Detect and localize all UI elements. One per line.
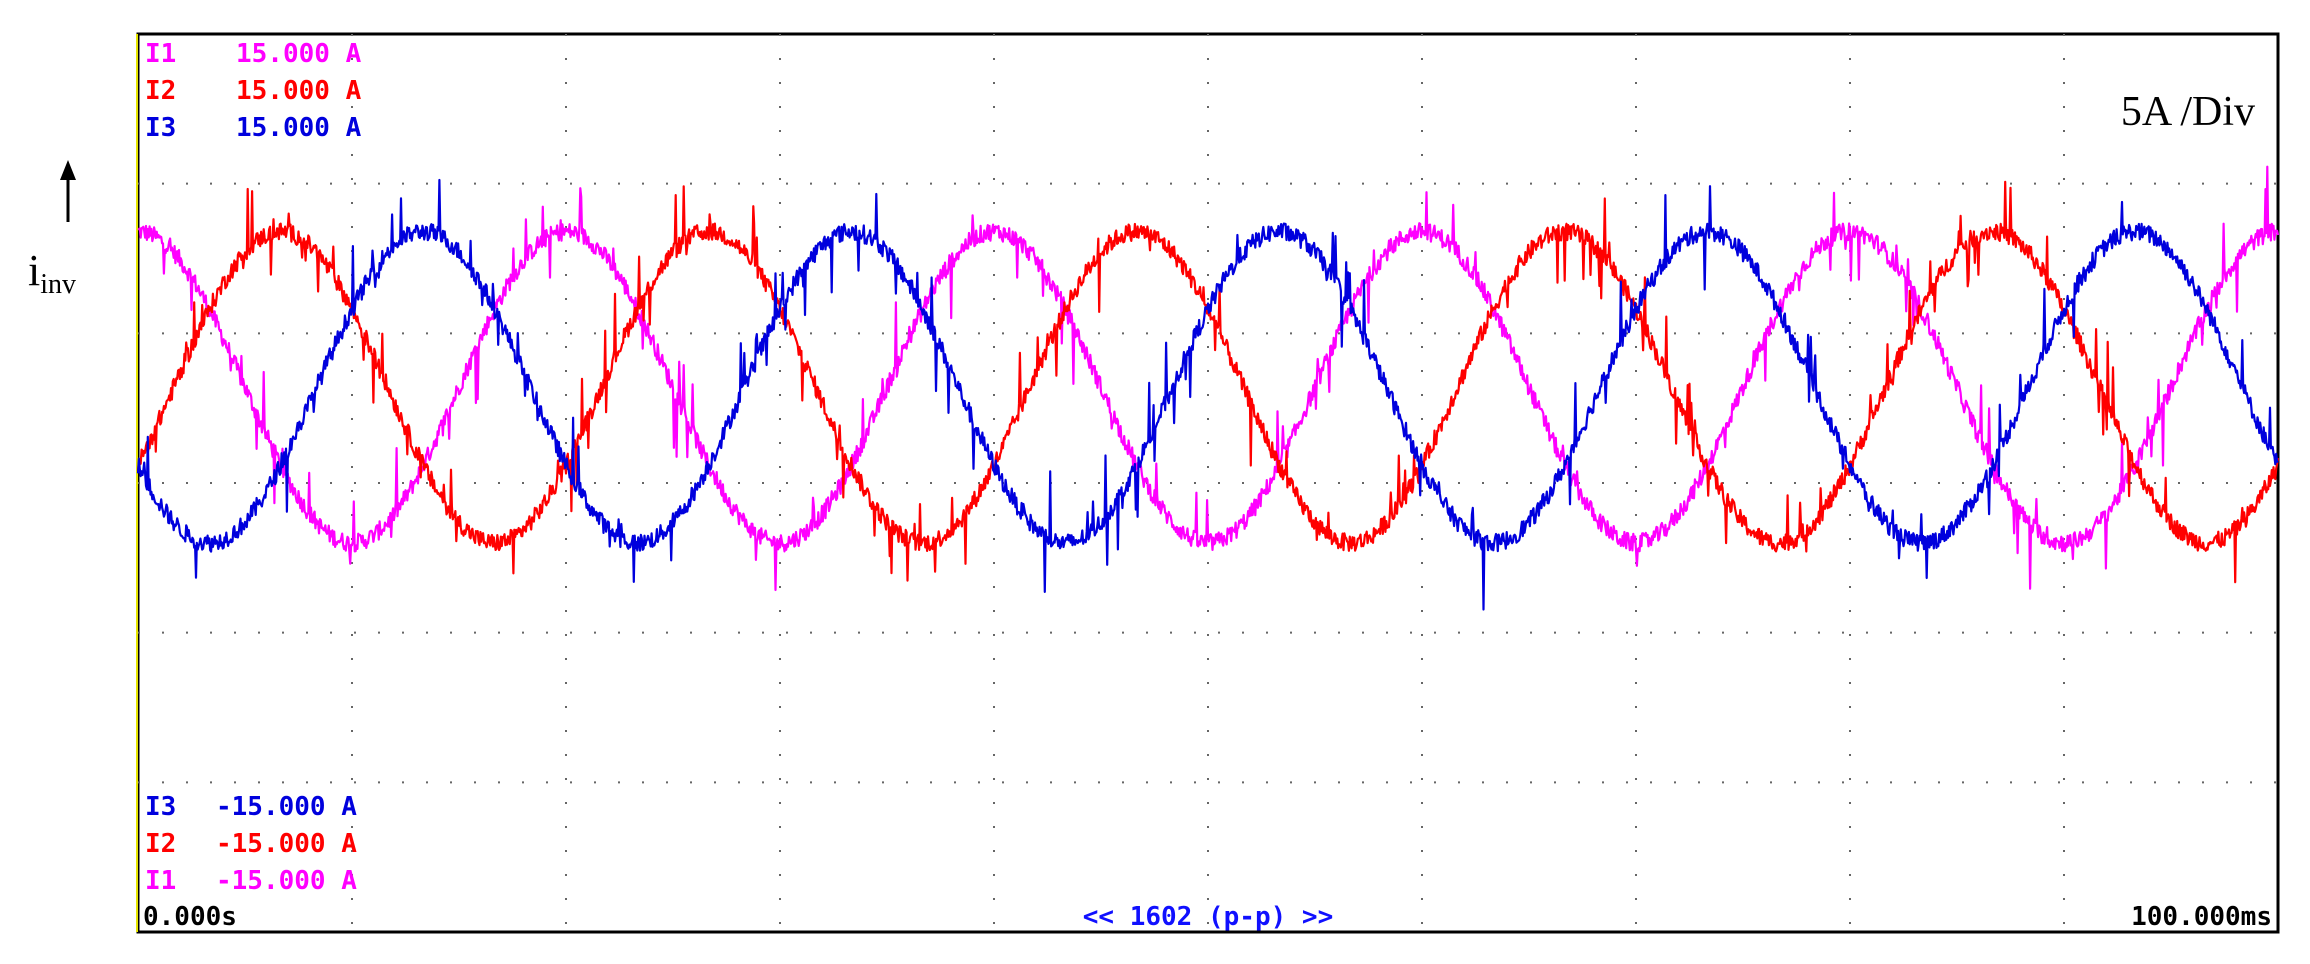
traces	[136, 165, 2280, 611]
y-axis-label-sub: inv	[40, 269, 76, 300]
top-label-i3-name: I3	[145, 113, 176, 143]
x-start-label: 0.000s	[143, 902, 237, 932]
bottom-label-i2-name: I2	[145, 829, 176, 859]
bottom-label-i3-value: -15.000 A	[216, 792, 357, 822]
top-label-i2-value: 15.000 A	[236, 76, 362, 106]
top-label-i3-value: 15.000 A	[236, 113, 362, 143]
trace-i3	[136, 178, 2279, 611]
plot-frame	[136, 32, 2280, 934]
y-axis-label: iinv	[28, 246, 76, 300]
scale-label: 5A /Div	[2121, 89, 2255, 135]
y-axis-arrow-icon	[60, 160, 76, 222]
bottom-label-i2-value: -15.000 A	[216, 829, 357, 859]
top-label-i1-name: I1	[145, 39, 176, 69]
top-label-i1-value: 15.000 A	[236, 39, 362, 69]
top-label-i2-name: I2	[145, 76, 176, 106]
x-end-label: 100.000ms	[2131, 902, 2272, 932]
bottom-label-i3-name: I3	[145, 792, 176, 822]
y-axis-label-main: i	[28, 246, 40, 295]
bottom-label-i1-value: -15.000 A	[216, 866, 357, 896]
record-length-label: << 1602 (p-p) >>	[1083, 902, 1333, 932]
bottom-label-i1-name: I1	[145, 866, 176, 896]
